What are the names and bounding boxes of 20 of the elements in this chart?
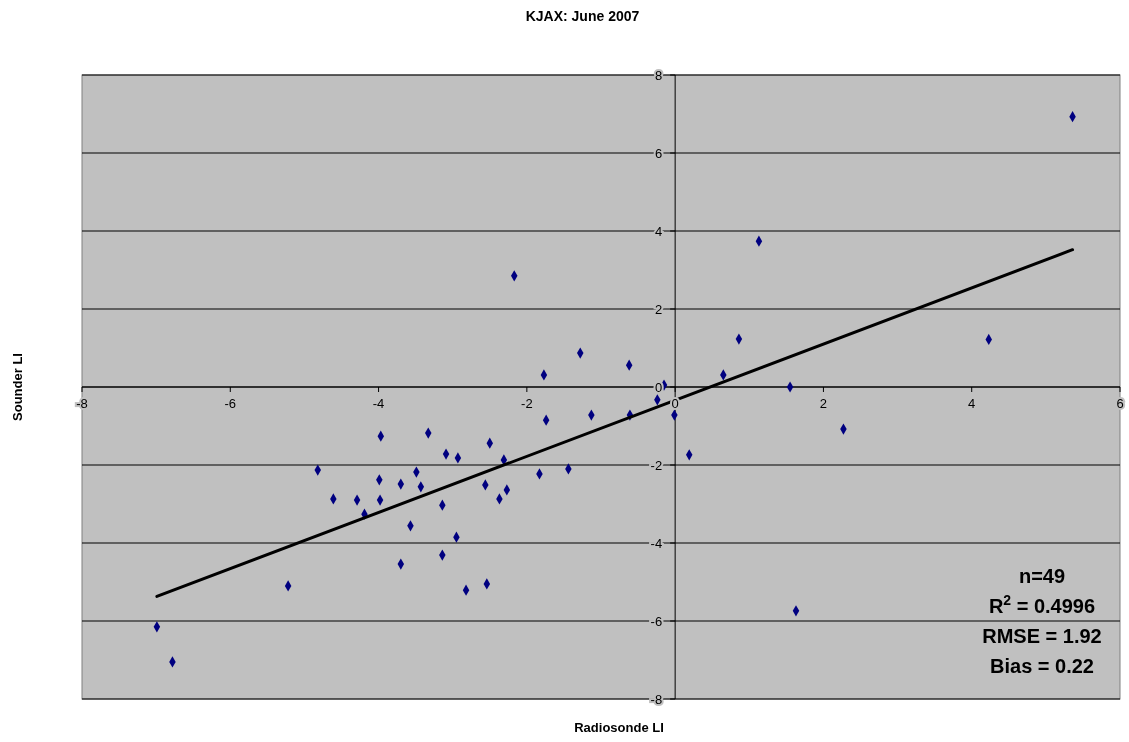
x-tick-label: 2 <box>819 396 828 411</box>
x-tick-label: -6 <box>224 396 237 411</box>
x-axis-title: Radiosonde LI <box>574 720 664 735</box>
y-tick-label: 4 <box>654 224 663 239</box>
annotation: Bias = 0.22 <box>990 655 1094 677</box>
y-tick-label: -4 <box>650 536 663 551</box>
annotation: RMSE = 1.92 <box>982 625 1102 647</box>
y-tick-label: 6 <box>654 146 663 161</box>
y-axis-title: Sounder LI <box>10 353 25 421</box>
x-tick-label: -2 <box>521 396 533 411</box>
x-tick-label: -4 <box>372 396 385 411</box>
x-tick-label: -8 <box>76 396 88 411</box>
y-tick-label: -6 <box>650 614 663 629</box>
x-tick-label: 4 <box>968 396 976 411</box>
annotation: R$^{2}$ = 0.4996 <box>988 592 1096 617</box>
x-tick-label: 6 <box>1116 396 1124 411</box>
annotation: n=49 <box>1018 565 1066 587</box>
chart-title: KJAX: June 2007 <box>525 8 640 24</box>
y-tick-label: -2 <box>650 458 663 473</box>
y-tick-label: 2 <box>654 302 663 317</box>
